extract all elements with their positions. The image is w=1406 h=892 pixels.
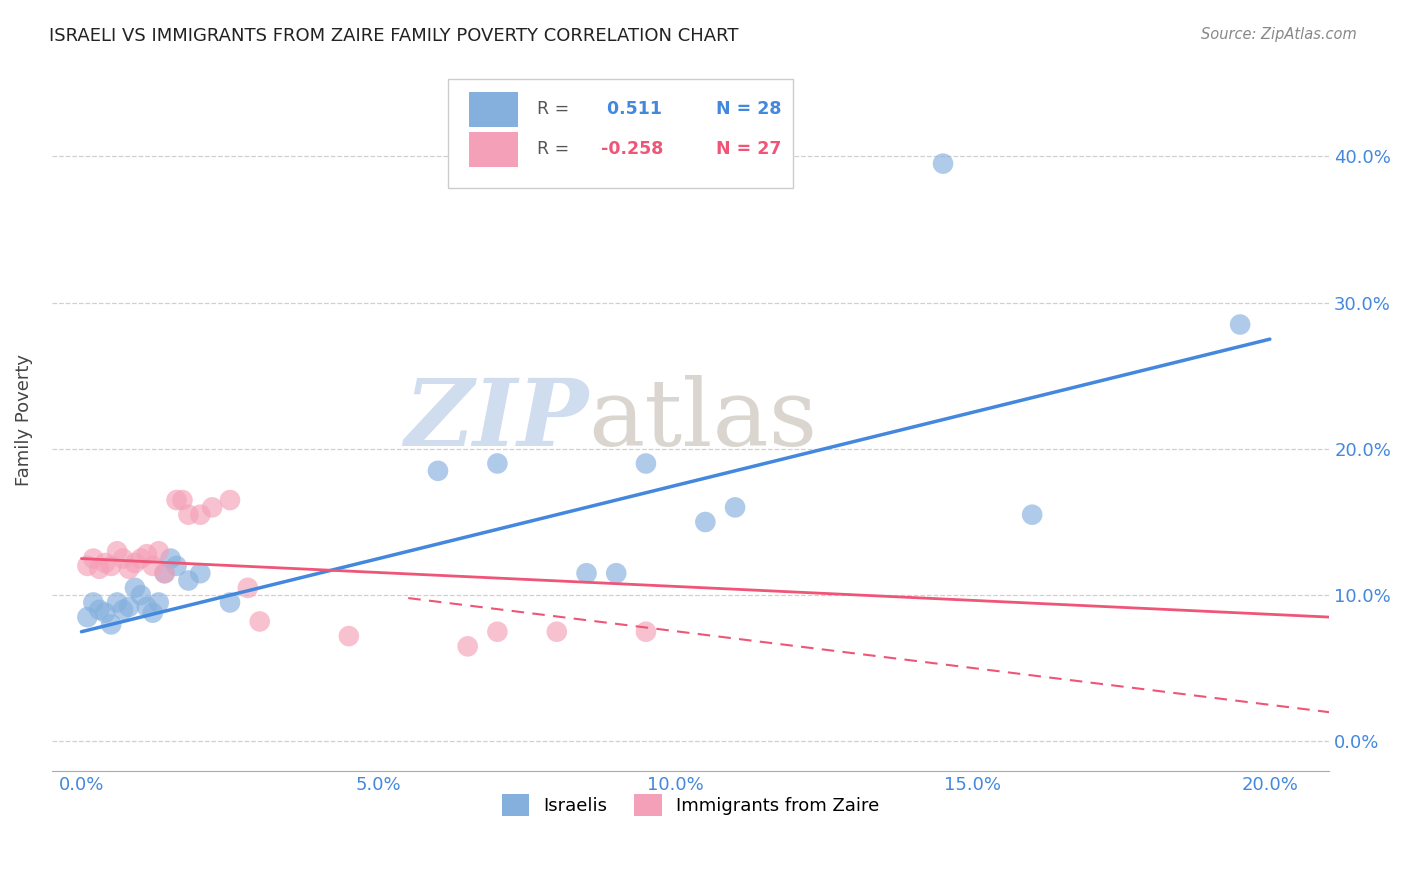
- FancyBboxPatch shape: [447, 79, 793, 188]
- Text: N = 28: N = 28: [716, 101, 782, 119]
- Point: [89, 603, 111, 617]
- Point: [219, 595, 242, 609]
- Point: [166, 493, 188, 508]
- Point: [100, 558, 122, 573]
- Point: [159, 551, 181, 566]
- Point: [605, 566, 627, 581]
- Text: R =: R =: [537, 140, 575, 159]
- Text: atlas: atlas: [588, 375, 817, 465]
- Point: [575, 566, 598, 581]
- Point: [1021, 508, 1043, 522]
- Point: [724, 500, 747, 515]
- Point: [94, 556, 117, 570]
- Point: [112, 551, 135, 566]
- Point: [457, 640, 479, 654]
- Text: 0.511: 0.511: [602, 101, 662, 119]
- Point: [129, 588, 152, 602]
- Point: [219, 493, 242, 508]
- Point: [166, 558, 188, 573]
- Point: [124, 556, 146, 570]
- Point: [129, 551, 152, 566]
- Point: [486, 457, 509, 471]
- Point: [94, 606, 117, 620]
- Point: [148, 544, 170, 558]
- FancyBboxPatch shape: [470, 92, 517, 127]
- Point: [236, 581, 259, 595]
- Point: [135, 599, 157, 614]
- Point: [427, 464, 450, 478]
- Legend: Israelis, Immigrants from Zaire: Israelis, Immigrants from Zaire: [492, 785, 889, 825]
- Point: [188, 508, 211, 522]
- FancyBboxPatch shape: [470, 132, 517, 167]
- Point: [337, 629, 360, 643]
- Point: [105, 595, 128, 609]
- Y-axis label: Family Poverty: Family Poverty: [15, 353, 32, 485]
- Point: [172, 493, 194, 508]
- Text: Source: ZipAtlas.com: Source: ZipAtlas.com: [1201, 27, 1357, 42]
- Point: [82, 595, 104, 609]
- Point: [142, 558, 165, 573]
- Text: ZIP: ZIP: [404, 375, 588, 465]
- Point: [135, 547, 157, 561]
- Text: N = 27: N = 27: [716, 140, 782, 159]
- Point: [634, 624, 657, 639]
- Point: [1229, 318, 1251, 332]
- Text: R =: R =: [537, 101, 575, 119]
- Point: [201, 500, 224, 515]
- Point: [124, 581, 146, 595]
- Point: [112, 603, 135, 617]
- Point: [634, 457, 657, 471]
- Point: [177, 574, 200, 588]
- Point: [142, 606, 165, 620]
- Point: [249, 615, 271, 629]
- Point: [153, 566, 176, 581]
- Point: [105, 544, 128, 558]
- Point: [82, 551, 104, 566]
- Point: [89, 562, 111, 576]
- Point: [546, 624, 568, 639]
- Text: ISRAELI VS IMMIGRANTS FROM ZAIRE FAMILY POVERTY CORRELATION CHART: ISRAELI VS IMMIGRANTS FROM ZAIRE FAMILY …: [49, 27, 738, 45]
- Point: [118, 562, 141, 576]
- Point: [486, 624, 509, 639]
- Text: -0.258: -0.258: [602, 140, 664, 159]
- Point: [188, 566, 211, 581]
- Point: [100, 617, 122, 632]
- Point: [695, 515, 717, 529]
- Point: [76, 558, 98, 573]
- Point: [148, 595, 170, 609]
- Point: [932, 156, 955, 170]
- Point: [76, 610, 98, 624]
- Point: [153, 566, 176, 581]
- Point: [177, 508, 200, 522]
- Point: [118, 599, 141, 614]
